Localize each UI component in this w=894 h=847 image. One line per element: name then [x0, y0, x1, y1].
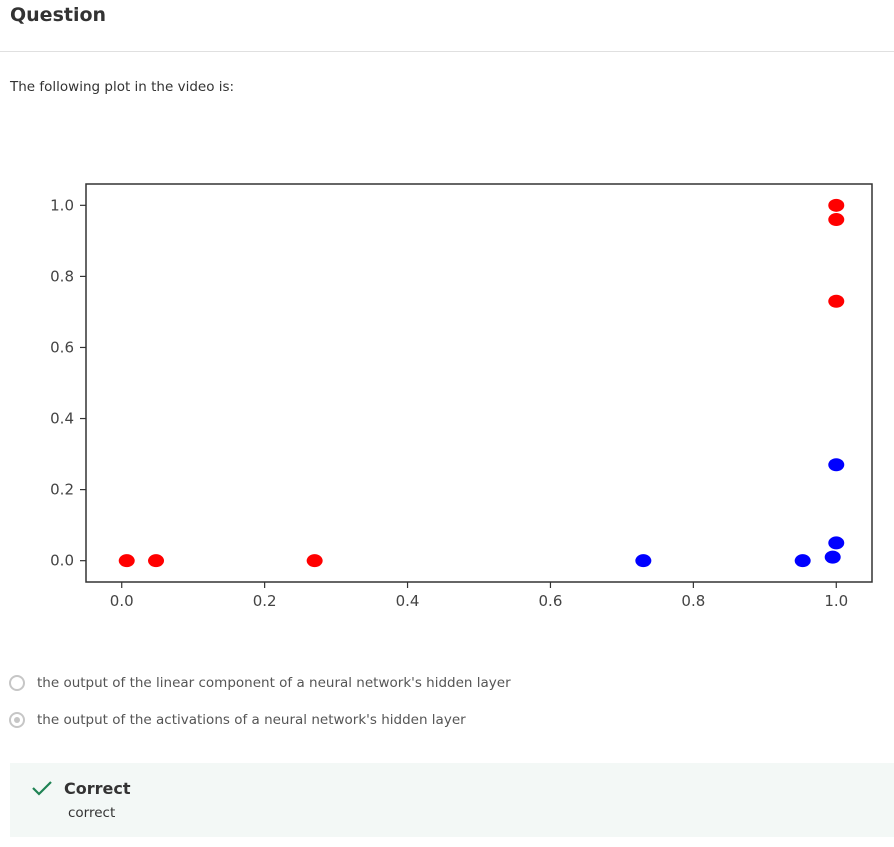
checkmark-icon [32, 781, 52, 796]
y-tick-label: 0.4 [50, 410, 74, 428]
red-point [828, 198, 845, 212]
question-prompt: The following plot in the video is: [10, 79, 235, 95]
red-point [118, 554, 135, 568]
x-tick-label: 1.0 [824, 592, 848, 610]
y-tick-label: 0.0 [50, 552, 74, 570]
question-title: Question [10, 4, 107, 26]
y-tick-label: 1.0 [50, 196, 74, 214]
x-tick-label: 0.0 [110, 592, 134, 610]
scatter-plot: 0.0 0.2 0.4 0.6 0.8 1.0 0.0 0.2 0.4 0.6 0.8 1.0 [50, 183, 873, 610]
blue-point [794, 554, 811, 568]
y-tick-label: 0.6 [50, 338, 74, 356]
radio-linear-output[interactable] [9, 675, 25, 691]
blue-point [635, 554, 652, 568]
red-point [828, 213, 845, 227]
feedback-title: Correct [64, 779, 131, 798]
x-tick-label: 0.8 [681, 592, 705, 610]
plot-frame [85, 183, 873, 583]
blue-point [828, 458, 845, 472]
option-linear-output[interactable]: the output of the linear component of a … [9, 675, 511, 691]
feedback-panel: Correct correct [10, 763, 894, 837]
red-point [828, 294, 845, 308]
option-activation-output[interactable]: the output of the activations of a neura… [9, 712, 466, 728]
option-label: the output of the activations of a neura… [37, 712, 466, 728]
option-label: the output of the linear component of a … [37, 675, 511, 691]
question-header: Question [0, 0, 894, 52]
red-point [306, 554, 323, 568]
blue-point [824, 550, 841, 564]
blue-point [828, 536, 845, 550]
x-tick-label: 0.6 [539, 592, 563, 610]
x-tick-label: 0.4 [396, 592, 420, 610]
x-tick-label: 0.2 [253, 592, 277, 610]
y-tick-label: 0.2 [50, 481, 74, 499]
feedback-text: correct [68, 805, 116, 821]
y-tick-label: 0.8 [50, 267, 74, 285]
red-point [148, 554, 165, 568]
radio-activation-output[interactable] [9, 712, 25, 728]
